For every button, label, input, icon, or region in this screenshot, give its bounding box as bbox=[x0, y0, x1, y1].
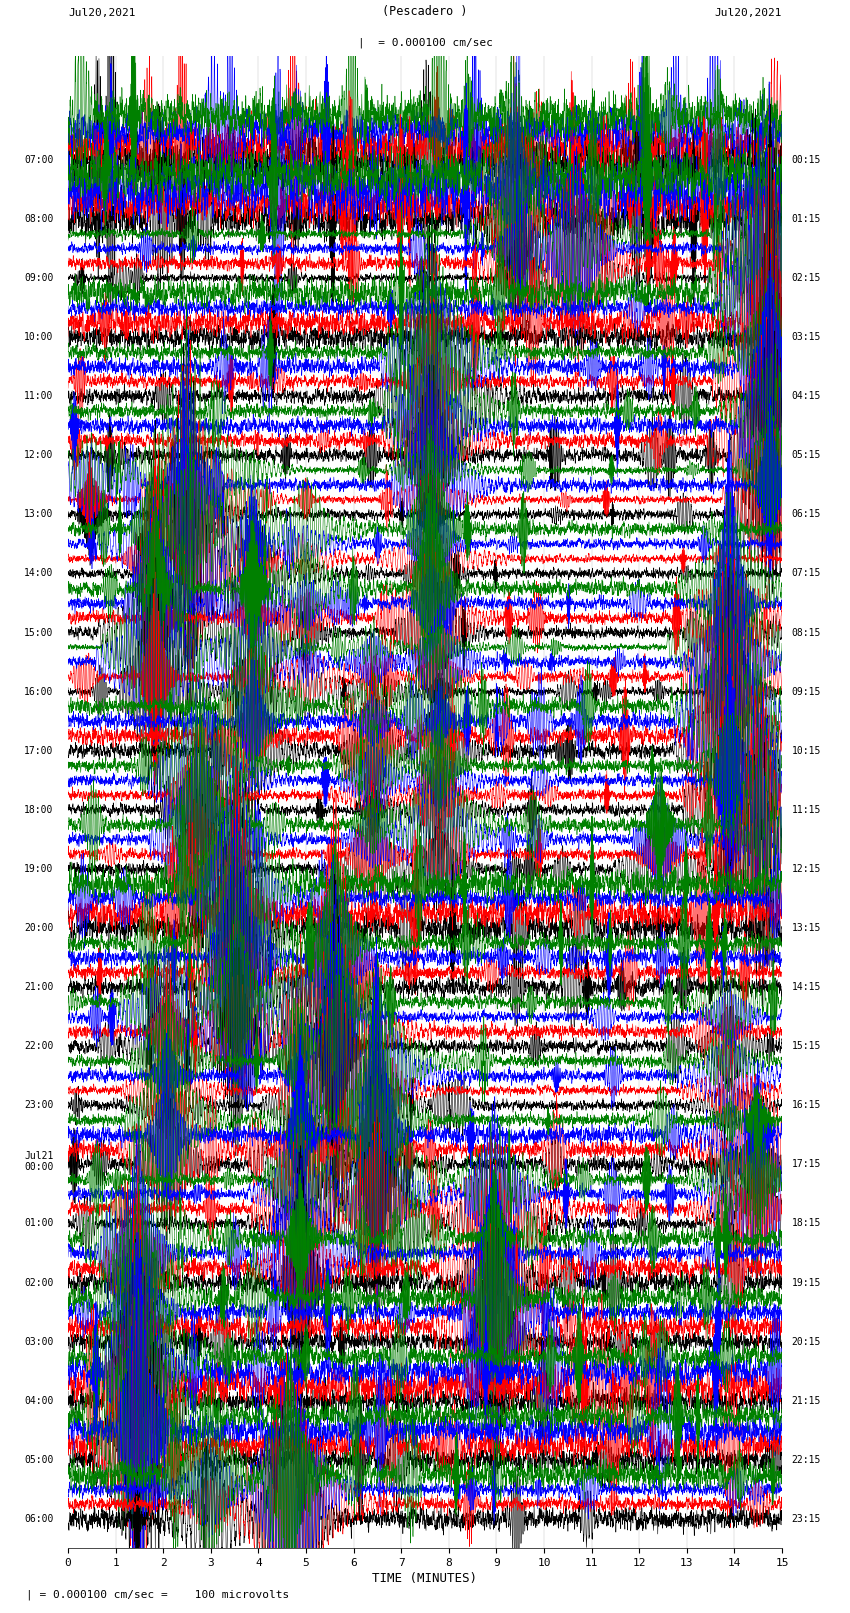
Text: 04:00: 04:00 bbox=[25, 1395, 54, 1407]
Text: 01:15: 01:15 bbox=[791, 215, 821, 224]
Text: 18:15: 18:15 bbox=[791, 1218, 821, 1229]
Text: |  = 0.000100 cm/sec: | = 0.000100 cm/sec bbox=[358, 37, 492, 47]
Text: 14:00: 14:00 bbox=[25, 568, 54, 579]
Text: 10:15: 10:15 bbox=[791, 745, 821, 756]
Text: 17:00: 17:00 bbox=[25, 745, 54, 756]
Text: 23:15: 23:15 bbox=[791, 1515, 821, 1524]
Text: 18:00: 18:00 bbox=[25, 805, 54, 815]
Text: 05:00: 05:00 bbox=[25, 1455, 54, 1465]
Text: 15:00: 15:00 bbox=[25, 627, 54, 637]
Text: 06:15: 06:15 bbox=[791, 510, 821, 519]
Text: 16:15: 16:15 bbox=[791, 1100, 821, 1110]
Text: 05:15: 05:15 bbox=[791, 450, 821, 460]
Text: 11:15: 11:15 bbox=[791, 805, 821, 815]
Text: 12:00: 12:00 bbox=[25, 450, 54, 460]
Text: Jul21: Jul21 bbox=[25, 1150, 54, 1160]
Text: 04:15: 04:15 bbox=[791, 392, 821, 402]
Text: 12:15: 12:15 bbox=[791, 865, 821, 874]
Text: 00:00: 00:00 bbox=[25, 1163, 54, 1173]
Text: 21:00: 21:00 bbox=[25, 982, 54, 992]
X-axis label: TIME (MINUTES): TIME (MINUTES) bbox=[372, 1573, 478, 1586]
Text: 08:15: 08:15 bbox=[791, 627, 821, 637]
Text: 11:00: 11:00 bbox=[25, 392, 54, 402]
Text: 15:15: 15:15 bbox=[791, 1042, 821, 1052]
Text: 07:00: 07:00 bbox=[25, 155, 54, 165]
Text: 17:15: 17:15 bbox=[791, 1160, 821, 1169]
Text: 22:15: 22:15 bbox=[791, 1455, 821, 1465]
Text: 16:00: 16:00 bbox=[25, 687, 54, 697]
Text: 10:00: 10:00 bbox=[25, 332, 54, 342]
Text: 02:15: 02:15 bbox=[791, 273, 821, 282]
Text: Jul20,2021: Jul20,2021 bbox=[715, 8, 782, 18]
Text: 09:15: 09:15 bbox=[791, 687, 821, 697]
Text: (Pescadero ): (Pescadero ) bbox=[382, 5, 468, 18]
Text: 20:00: 20:00 bbox=[25, 923, 54, 932]
Text: 20:15: 20:15 bbox=[791, 1337, 821, 1347]
Text: 03:00: 03:00 bbox=[25, 1337, 54, 1347]
Text: 07:15: 07:15 bbox=[791, 568, 821, 579]
Text: 09:00: 09:00 bbox=[25, 273, 54, 282]
Text: 06:00: 06:00 bbox=[25, 1515, 54, 1524]
Text: | = 0.000100 cm/sec =    100 microvolts: | = 0.000100 cm/sec = 100 microvolts bbox=[26, 1589, 289, 1600]
Text: 19:15: 19:15 bbox=[791, 1277, 821, 1287]
Text: 13:15: 13:15 bbox=[791, 923, 821, 932]
Text: 08:00: 08:00 bbox=[25, 215, 54, 224]
Text: 01:00: 01:00 bbox=[25, 1218, 54, 1229]
Text: 22:00: 22:00 bbox=[25, 1042, 54, 1052]
Text: 19:00: 19:00 bbox=[25, 865, 54, 874]
Text: 03:15: 03:15 bbox=[791, 332, 821, 342]
Text: 02:00: 02:00 bbox=[25, 1277, 54, 1287]
Text: 00:15: 00:15 bbox=[791, 155, 821, 165]
Text: Jul20,2021: Jul20,2021 bbox=[68, 8, 135, 18]
Text: 23:00: 23:00 bbox=[25, 1100, 54, 1110]
Text: 13:00: 13:00 bbox=[25, 510, 54, 519]
Text: 14:15: 14:15 bbox=[791, 982, 821, 992]
Text: 21:15: 21:15 bbox=[791, 1395, 821, 1407]
